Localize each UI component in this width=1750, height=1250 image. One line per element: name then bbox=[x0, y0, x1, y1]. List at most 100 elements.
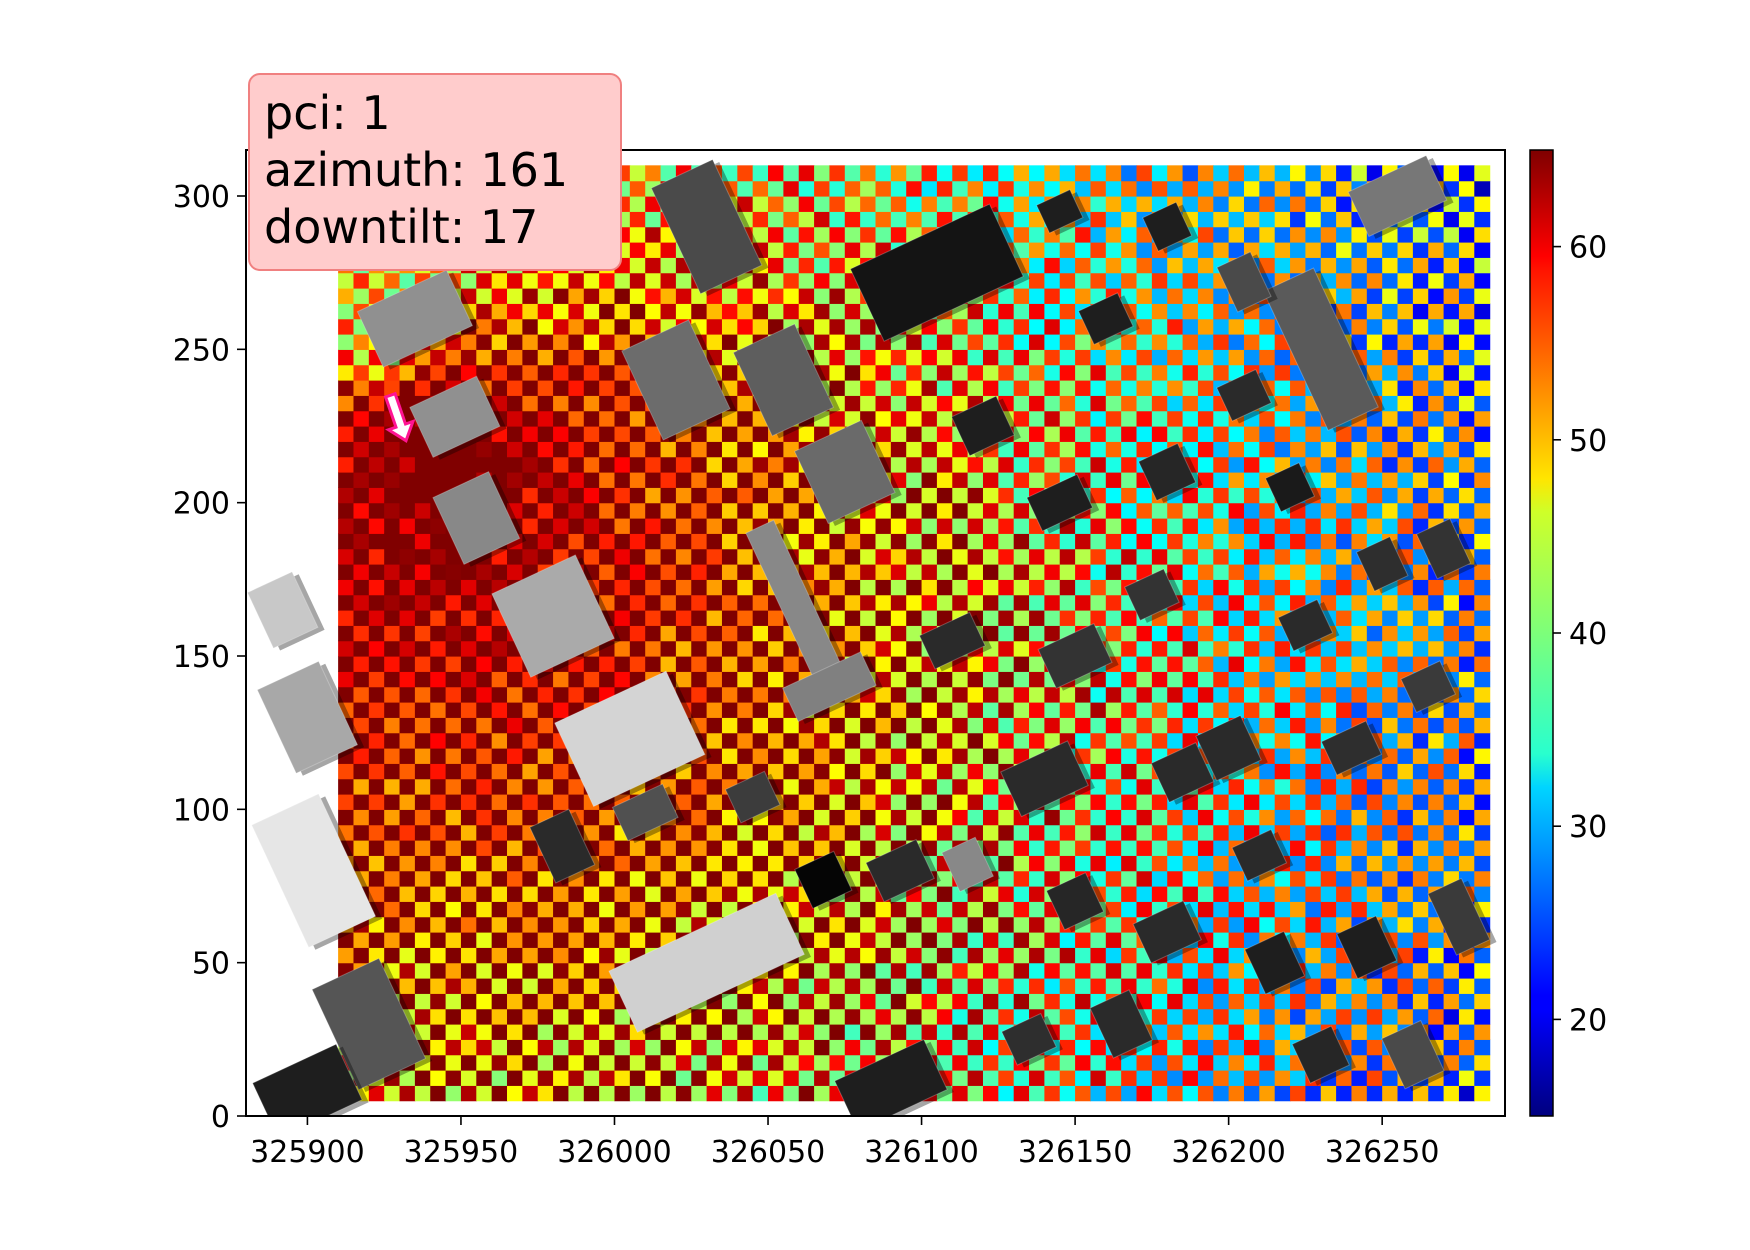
heatmap-cell bbox=[660, 901, 677, 918]
heatmap-cell bbox=[814, 548, 831, 565]
heatmap-cell bbox=[1274, 579, 1291, 596]
heatmap-cell bbox=[1305, 778, 1322, 795]
heatmap-cell bbox=[553, 410, 570, 427]
heatmap-cell bbox=[1151, 1039, 1168, 1056]
building bbox=[1150, 741, 1221, 805]
heatmap-cell bbox=[998, 962, 1015, 979]
heatmap-cell bbox=[568, 303, 585, 320]
heatmap-cell bbox=[1182, 610, 1199, 626]
heatmap-cell bbox=[1397, 901, 1414, 918]
heatmap-cell bbox=[1213, 901, 1230, 918]
heatmap-cell bbox=[583, 809, 600, 826]
heatmap-cell bbox=[967, 303, 984, 320]
heatmap-cell bbox=[537, 763, 554, 780]
heatmap-cell bbox=[1044, 717, 1061, 734]
heatmap-cell bbox=[875, 1024, 892, 1040]
heatmap-cell bbox=[460, 763, 477, 780]
heatmap-cell bbox=[1305, 717, 1322, 734]
heatmap-cell bbox=[921, 778, 938, 795]
heatmap-cell bbox=[998, 916, 1015, 933]
heatmap-cell bbox=[890, 916, 907, 933]
heatmap-cell bbox=[844, 778, 861, 795]
heatmap-cell bbox=[460, 564, 477, 580]
heatmap-cell bbox=[906, 962, 923, 979]
heatmap-cell bbox=[1182, 349, 1199, 366]
heatmap-cell bbox=[1382, 456, 1399, 473]
heatmap-cell bbox=[1151, 303, 1168, 320]
heatmap-cell bbox=[368, 594, 385, 611]
heatmap-cell bbox=[1090, 794, 1107, 810]
heatmap-cell bbox=[691, 671, 708, 688]
heatmap-cell bbox=[1136, 870, 1153, 887]
heatmap-cell bbox=[844, 962, 861, 979]
heatmap-cell bbox=[476, 962, 493, 979]
heatmap-cell bbox=[1412, 870, 1429, 887]
heatmap-cell bbox=[982, 1054, 999, 1071]
heatmap-cell bbox=[967, 732, 984, 749]
building bbox=[1336, 915, 1404, 982]
heatmap-cell bbox=[829, 809, 846, 826]
heatmap-cell bbox=[568, 487, 585, 504]
heatmap-cell bbox=[399, 364, 416, 381]
x-tick-label: 325900 bbox=[250, 1135, 365, 1170]
heatmap-cell bbox=[460, 1008, 477, 1025]
heatmap-cell bbox=[1182, 441, 1199, 458]
heatmap-cell bbox=[1044, 916, 1061, 933]
heatmap-cell bbox=[1274, 180, 1291, 197]
heatmap-cell bbox=[476, 763, 493, 780]
heatmap-cell bbox=[1151, 840, 1168, 856]
heatmap-cell bbox=[1197, 1054, 1214, 1071]
heatmap-cell bbox=[1167, 548, 1184, 565]
heatmap-cell bbox=[890, 502, 907, 519]
heatmap-cell bbox=[553, 533, 570, 550]
heatmap-cell bbox=[1059, 962, 1076, 979]
heatmap-cell bbox=[1136, 533, 1153, 550]
heatmap-cell bbox=[1228, 533, 1245, 550]
heatmap-cell bbox=[476, 855, 493, 872]
heatmap-cell bbox=[1274, 564, 1291, 580]
heatmap-cell bbox=[353, 748, 370, 764]
heatmap-cell bbox=[890, 656, 907, 672]
heatmap-cell bbox=[1197, 686, 1214, 703]
heatmap-cell bbox=[353, 686, 370, 703]
heatmap-cell bbox=[445, 763, 462, 780]
heatmap-cell bbox=[1090, 380, 1107, 396]
heatmap-cell bbox=[660, 502, 677, 519]
heatmap-cell bbox=[844, 870, 861, 887]
heatmap-cell bbox=[967, 502, 984, 519]
heatmap-cell bbox=[721, 855, 738, 872]
heatmap-cell bbox=[1013, 502, 1030, 519]
heatmap-cell bbox=[783, 180, 800, 197]
heatmap-cell bbox=[936, 196, 953, 212]
heatmap-cell bbox=[737, 165, 754, 182]
heatmap-cell bbox=[1290, 165, 1306, 182]
heatmap-cell bbox=[507, 686, 523, 703]
axes-frame bbox=[245, 149, 1506, 1117]
heatmap-cell bbox=[1075, 1054, 1092, 1071]
heatmap-cell bbox=[414, 548, 431, 565]
heatmap-cell bbox=[445, 1085, 462, 1102]
heatmap-cell bbox=[399, 824, 416, 841]
building-roof bbox=[1026, 473, 1094, 532]
heatmap-cell bbox=[921, 610, 938, 626]
heatmap-cell bbox=[721, 671, 738, 688]
heatmap-cell bbox=[1105, 916, 1122, 933]
heatmap-cell bbox=[399, 702, 416, 718]
heatmap-cell bbox=[1320, 257, 1337, 274]
heatmap-cell bbox=[1121, 334, 1138, 350]
heatmap-cell bbox=[814, 809, 831, 826]
heatmap-cell bbox=[1474, 303, 1491, 320]
heatmap-cell bbox=[814, 717, 831, 734]
heatmap-cell bbox=[491, 288, 508, 304]
heatmap-cell bbox=[1090, 364, 1107, 381]
heatmap-cell bbox=[890, 548, 907, 565]
heatmap-cell bbox=[814, 916, 831, 933]
heatmap-cell bbox=[1151, 671, 1168, 688]
heatmap-cell bbox=[614, 548, 631, 565]
heatmap-cell bbox=[399, 610, 416, 626]
heatmap-cell bbox=[537, 487, 554, 504]
heatmap-cell bbox=[829, 748, 846, 764]
heatmap-cell bbox=[1059, 318, 1076, 335]
heatmap-cell bbox=[675, 441, 692, 458]
heatmap-cell bbox=[1121, 778, 1138, 795]
